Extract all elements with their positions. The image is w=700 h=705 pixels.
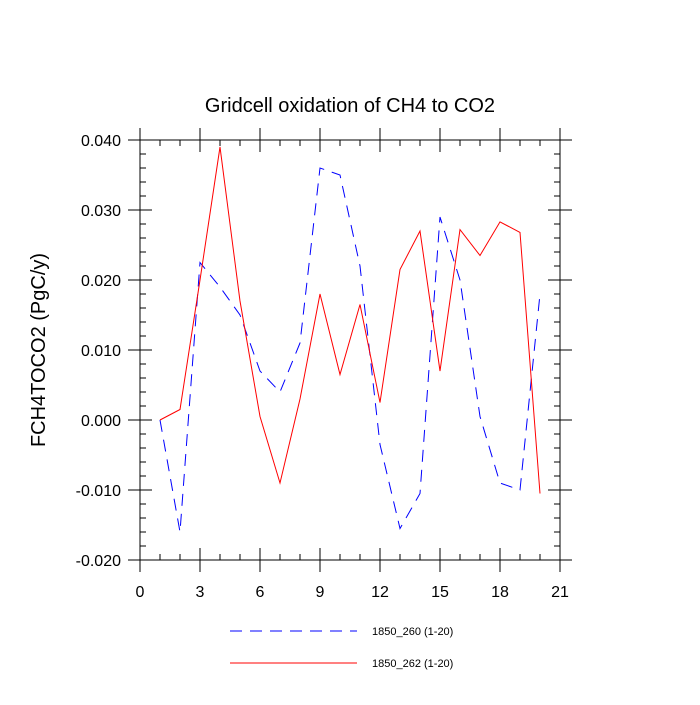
y-tick-label: 0.010	[81, 343, 121, 360]
y-tick-label: 0.030	[81, 203, 121, 220]
y-tick-labels: -0.020 -0.010 0.000 0.010 0.020 0.030 0.040	[76, 133, 121, 570]
plot-frame	[139, 139, 561, 561]
x-tick-label: 12	[371, 584, 389, 601]
x-tick-labels: 0 3 6 9 12 15 18 21	[136, 584, 569, 601]
x-tick-label: 9	[316, 584, 325, 601]
y-tick-label: 0.000	[81, 413, 121, 430]
series-line-2	[159, 146, 541, 494]
major-ticks	[128, 128, 572, 572]
x-tick-label: 0	[136, 584, 145, 601]
plot-lines	[159, 146, 541, 533]
chart-title: Gridcell oxidation of CH4 to CO2	[205, 95, 495, 117]
x-tick-label: 18	[491, 584, 509, 601]
x-tick-label: 15	[431, 584, 449, 601]
x-tick-label: 6	[256, 584, 265, 601]
legend: 1850_260 (1-20) 1850_262 (1-20)	[230, 626, 453, 670]
x-tick-label: 3	[196, 584, 205, 601]
y-tick-label: 0.020	[81, 273, 121, 290]
y-axis-label: FCH4TOCO2 (PgC/y)	[28, 253, 50, 447]
x-tick-label: 21	[551, 584, 569, 601]
y-tick-label: -0.020	[76, 553, 121, 570]
series-line-1	[159, 167, 541, 533]
y-tick-label: -0.010	[76, 483, 121, 500]
legend-label-1: 1850_260 (1-20)	[372, 626, 453, 638]
y-tick-label: 0.040	[81, 133, 121, 150]
legend-label-2: 1850_262 (1-20)	[372, 658, 453, 670]
minor-ticks	[139, 139, 561, 561]
